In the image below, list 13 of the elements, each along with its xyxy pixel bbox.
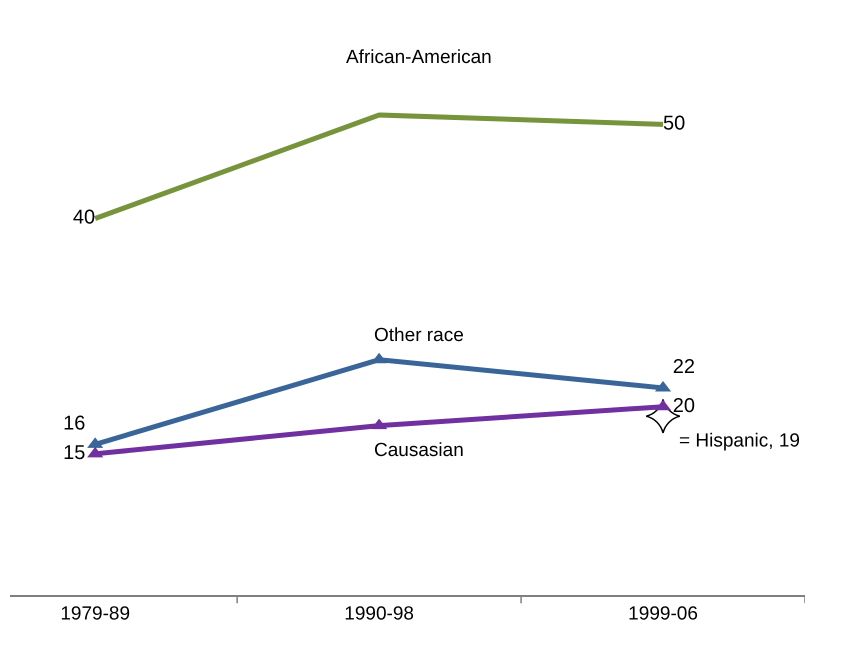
data-label: 22: [672, 356, 696, 378]
x-tick-label: 1979-89: [60, 604, 130, 625]
series-label: Other race: [374, 325, 464, 346]
series-label: Causasian: [374, 440, 464, 461]
data-label: 16: [63, 412, 86, 435]
x-tick-label: 1990-98: [344, 604, 414, 625]
text: African-American: [346, 47, 492, 68]
data-label: 40: [72, 206, 96, 229]
data-label: 50: [663, 112, 686, 134]
data-label: 20: [672, 394, 696, 417]
data-label: 15: [63, 442, 86, 464]
data-label: = Hispanic, 19: [679, 430, 800, 452]
x-tick-label: 1999-06: [628, 604, 698, 625]
